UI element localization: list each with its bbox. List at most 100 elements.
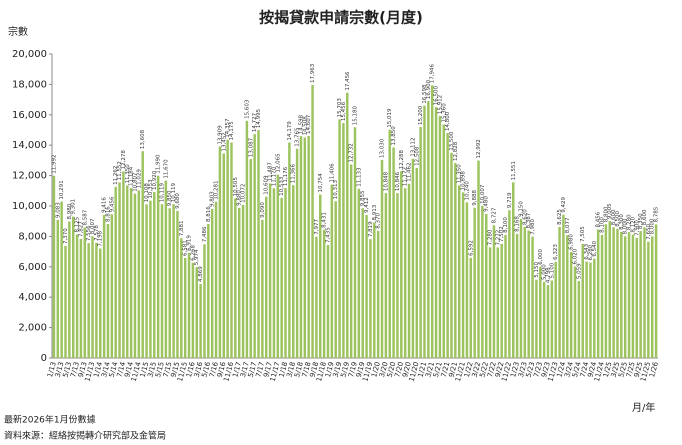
- value-label: 15,200: [418, 105, 424, 125]
- value-label: 7,505: [580, 226, 586, 242]
- bar: [550, 280, 554, 358]
- x-tick-label: 7/13: [69, 361, 81, 378]
- value-label: 9,090: [260, 202, 266, 218]
- value-label: 15,456: [341, 101, 347, 121]
- bar: [311, 84, 314, 358]
- bar: [145, 204, 148, 358]
- bar: [508, 210, 511, 358]
- bar: [388, 129, 391, 358]
- value-label: 15,019: [387, 108, 393, 128]
- bar: [492, 225, 496, 358]
- value-label: 5,059: [576, 263, 582, 279]
- bar: [280, 197, 283, 358]
- bar: [326, 244, 330, 358]
- bar: [187, 252, 191, 358]
- value-label: 9,005: [607, 203, 613, 219]
- bar: [542, 282, 546, 358]
- bar: [457, 185, 461, 358]
- bar: [442, 124, 446, 358]
- bar: [234, 198, 237, 358]
- bar: [581, 243, 584, 358]
- value-label: 17,946: [430, 63, 436, 83]
- value-label: 7,272: [495, 230, 501, 246]
- value-label: 8,600: [611, 209, 617, 225]
- value-label: 11,350: [457, 164, 463, 184]
- bar: [450, 152, 453, 358]
- value-label: 7,827: [78, 221, 84, 237]
- x-tick-label: 7/21: [440, 361, 452, 378]
- value-label: 8,587: [82, 209, 88, 225]
- bar: [222, 153, 225, 358]
- value-label: 9,412: [364, 197, 370, 213]
- x-tick-label: 3/14: [100, 360, 112, 378]
- bar: [218, 146, 222, 358]
- value-label: 6,000: [538, 249, 544, 265]
- y-tick-label: 18,000: [12, 79, 47, 90]
- x-tick-label: 3/22: [471, 361, 483, 378]
- bar: [214, 201, 218, 358]
- value-label: 8,125: [75, 216, 81, 232]
- bar: [245, 120, 249, 358]
- value-label: 14,357: [225, 118, 231, 138]
- x-tick-label: 1/17: [231, 361, 243, 378]
- bar: [276, 174, 280, 358]
- value-label: 6,343: [584, 243, 590, 259]
- value-label: 8,280: [627, 214, 633, 230]
- value-label: 6,980: [569, 234, 575, 250]
- x-tick-label: 7/25: [625, 361, 637, 378]
- value-label: 7,881: [179, 220, 185, 236]
- value-label: 9,429: [561, 196, 567, 212]
- bar: [647, 241, 650, 358]
- value-label: 9,083: [55, 202, 61, 218]
- x-tick-label: 1/15: [139, 361, 151, 378]
- bar: [373, 222, 376, 358]
- bar: [546, 285, 550, 358]
- bar: [504, 234, 507, 358]
- x-tick-label: 5/16: [200, 360, 212, 378]
- x-tick-label: 7/15: [162, 361, 174, 378]
- value-label: 7,502: [499, 226, 505, 242]
- value-label: 9,855: [360, 190, 366, 206]
- value-label: 13,608: [140, 129, 146, 149]
- x-tick-label: 9/20: [401, 361, 413, 378]
- bar: [481, 205, 484, 358]
- value-label: 16,900: [426, 79, 432, 99]
- value-label: 12,065: [275, 153, 281, 173]
- value-label: 5,000: [542, 264, 548, 280]
- x-tick-label: 9/22: [494, 361, 506, 378]
- value-label: 11,487: [268, 162, 274, 182]
- bar: [137, 190, 141, 358]
- value-label: 6,323: [553, 244, 559, 260]
- value-label: 10,108: [144, 183, 150, 203]
- bar: [430, 85, 434, 359]
- value-label: 10,898: [461, 171, 467, 191]
- x-tick-label: 5/24: [571, 360, 583, 378]
- bar: [106, 223, 110, 358]
- value-label: 6,581: [183, 240, 189, 256]
- bar: [210, 208, 214, 358]
- x-tick-label: 1/20: [370, 361, 382, 378]
- bar: [68, 221, 71, 358]
- value-label: 7,977: [314, 219, 320, 235]
- bar: [523, 226, 527, 358]
- value-label: 14,727: [252, 112, 258, 132]
- bar: [558, 226, 561, 358]
- x-tick-label: 9/25: [633, 361, 645, 378]
- bar: [149, 200, 152, 358]
- x-tick-label: 7/20: [393, 361, 405, 378]
- value-label: 13,087: [248, 137, 254, 157]
- bar: [643, 227, 646, 358]
- bar: [392, 147, 395, 358]
- bar: [264, 196, 268, 358]
- bar: [141, 151, 144, 358]
- value-label: 8,120: [630, 216, 636, 232]
- value-label: 11,990: [156, 154, 162, 174]
- value-label: 11,176: [283, 166, 289, 186]
- x-tick-label: 7/23: [532, 361, 544, 378]
- value-label: 9,880: [237, 190, 243, 206]
- bar: [415, 167, 418, 358]
- y-tick-label: 10,000: [12, 201, 47, 212]
- value-label: 12,508: [414, 146, 420, 166]
- value-label: 9,888: [472, 189, 478, 205]
- value-label: 8,100: [600, 217, 606, 233]
